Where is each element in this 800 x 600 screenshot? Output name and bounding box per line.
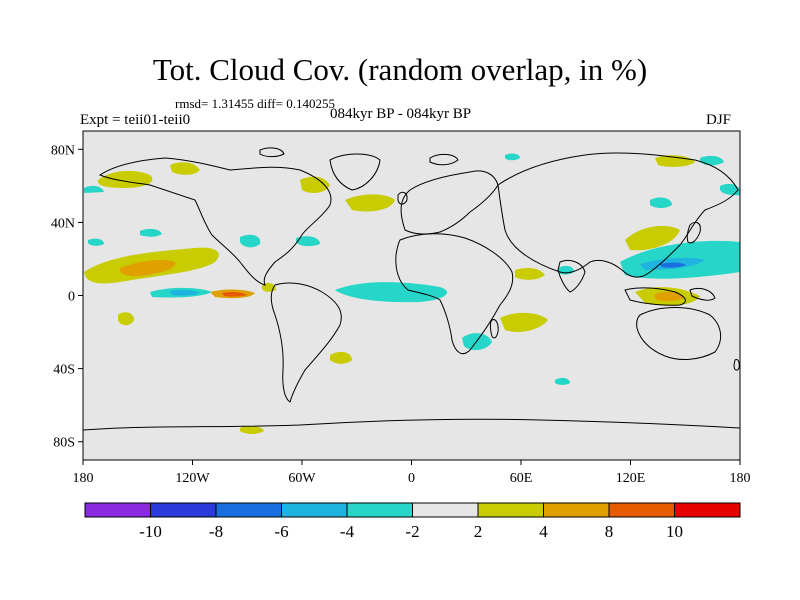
anomaly-patch-canada-positive [170,162,200,175]
anomaly-patch-atlantic-negative [335,282,448,303]
colorbar-label: 8 [605,522,614,541]
lat-tick-label: 40S [53,363,75,378]
anomaly-patch-alaska-negative [84,185,104,193]
colorbar-label: -2 [405,522,419,541]
longitude-axis: 180 120W 60W 0 60E 120E 180 [73,460,751,486]
season-label: DJF [706,112,732,128]
anomaly-patch-west-pacific-deepblue [660,262,686,268]
rmsd-diff-stats: rmsd= 1.31455 diff= 0.140255 [175,96,335,111]
period-label: 084kyr BP - 084kyr BP [330,106,472,122]
experiment-label: Expt = teii01-teii0 [80,112,191,128]
anomaly-patch-south-america-positive [330,351,352,364]
colorbar-swatch [412,502,479,518]
colorbar-swatch [150,502,217,518]
colorbar-swatch [674,502,741,518]
colorbar: -10 -8 -6 -4 -2 2 4 8 10 [84,502,741,541]
colorbar-label: -6 [274,522,288,541]
colorbar-swatch [543,502,610,518]
colorbar-label: -10 [139,522,162,541]
anomaly-patch-alaska-positive [300,176,330,193]
colorbar-label: -8 [209,522,223,541]
anomaly-patch-arctic-negative [720,183,740,196]
lon-tick-label: 120W [175,471,210,486]
lat-tick-label: 0 [68,290,75,305]
lon-tick-label: 60E [510,471,533,486]
anomaly-patch-south-pacific-positive [118,312,134,326]
anomaly-patch-pacific-blue [170,289,200,296]
latitude-axis: 80N 40N 0 40S 80S [51,143,83,451]
colorbar-label: 10 [666,522,683,541]
lon-tick-label: 0 [408,471,415,486]
colorbar-swatch [281,502,348,518]
anomaly-patch-china-negative [650,197,672,209]
anomaly-patch-arabia-positive [515,267,545,280]
anomaly-patch-south-africa-positive [500,312,548,332]
coastlines [83,147,740,431]
anomaly-patch-mexico-negative [240,234,261,248]
lon-tick-label: 120E [616,471,646,486]
anomaly-patch-gulf-negative [296,236,320,247]
colorbar-swatch [215,502,282,518]
lat-tick-label: 80S [53,436,75,451]
anomaly-patch-indonesia-orange [655,291,685,302]
lon-tick-label: 180 [73,471,94,486]
map-title: Tot. Cloud Cov. (random overlap, in %) [152,52,648,87]
anomaly-patch-southern-ocean-positive [240,425,264,435]
colorbar-label: 2 [474,522,483,541]
anomaly-patch-north-atlantic-positive [345,194,395,212]
colorbar-label: -4 [340,522,355,541]
anomaly-patch-europe-negative [505,153,520,161]
colorbar-swatch [84,502,151,518]
anomaly-patch-central-pacific-negative [140,228,162,237]
lat-tick-label: 80N [51,143,75,158]
anomaly-patch-hawaii-negative [88,238,104,246]
lat-tick-label: 40N [51,216,75,231]
colorbar-swatch [608,502,675,518]
colorbar-swatch [477,502,544,518]
lon-tick-label: 60W [288,471,316,486]
anomaly-patch-equatorial-red [222,291,247,297]
colorbar-label: 4 [539,522,548,541]
anomaly-contours [83,147,740,435]
anomaly-patch-south-indian-negative [555,377,570,385]
colorbar-swatch [346,502,413,518]
anomaly-patch-east-pacific-orange [119,260,176,277]
lon-tick-label: 180 [730,471,751,486]
anomaly-patch-china-positive [625,225,680,251]
